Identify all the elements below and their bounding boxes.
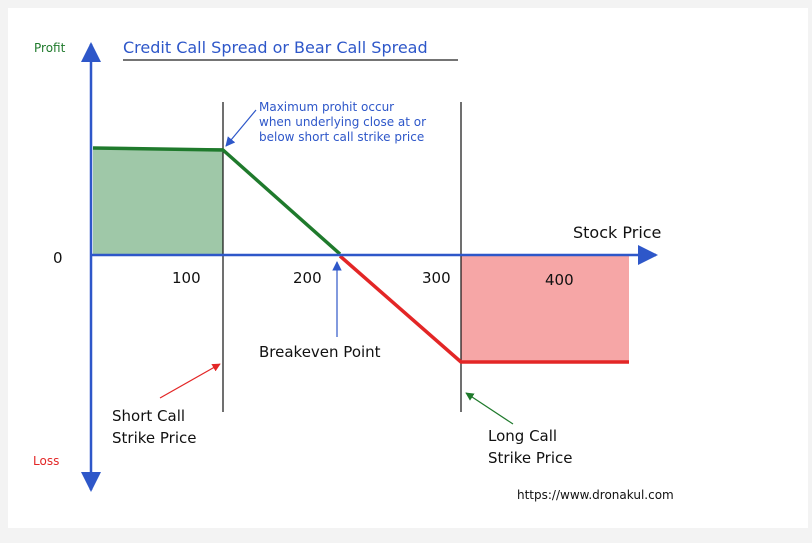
- canvas: [8, 8, 808, 528]
- tick-200: 200: [293, 269, 322, 287]
- short-call-label-line-1: Short Call: [112, 407, 185, 425]
- long-call-label-line-2: Strike Price: [488, 449, 572, 467]
- long-call-arrow: [465, 392, 514, 425]
- diagram-title: Credit Call Spread or Bear Call Spread: [123, 38, 428, 57]
- long-call-label: Long Call Strike Price: [488, 427, 572, 467]
- max-loss-region: [461, 256, 629, 362]
- source-url: https://www.dronakul.com: [517, 488, 674, 502]
- loss-label: Loss: [33, 454, 59, 468]
- max-profit-arrow: [225, 109, 257, 147]
- tick-400: 400: [545, 271, 574, 289]
- tick-100: 100: [172, 269, 201, 287]
- breakeven-label: Breakeven Point: [259, 343, 381, 361]
- tick-300: 300: [422, 269, 451, 287]
- max-profit-note-line-3: below short call strike price: [259, 130, 424, 144]
- payoff-loss-segment: [338, 254, 629, 364]
- profit-label: Profit: [34, 41, 66, 55]
- max-profit-note-line-1: Maximum prohit occur: [259, 100, 394, 114]
- x-axis-label: Stock Price: [573, 223, 661, 242]
- max-profit-note-line-2: when underlying close at or: [259, 115, 426, 129]
- long-call-label-line-1: Long Call: [488, 427, 557, 445]
- payoff-profit-segment: [92, 146, 342, 256]
- max-profit-note: Maximum prohit occur when underlying clo…: [259, 100, 430, 144]
- short-call-label-line-2: Strike Price: [112, 429, 196, 447]
- zero-label: 0: [53, 249, 63, 267]
- short-call-label: Short Call Strike Price: [112, 407, 196, 447]
- short-call-arrow: [159, 363, 221, 399]
- max-profit-region: [93, 148, 223, 254]
